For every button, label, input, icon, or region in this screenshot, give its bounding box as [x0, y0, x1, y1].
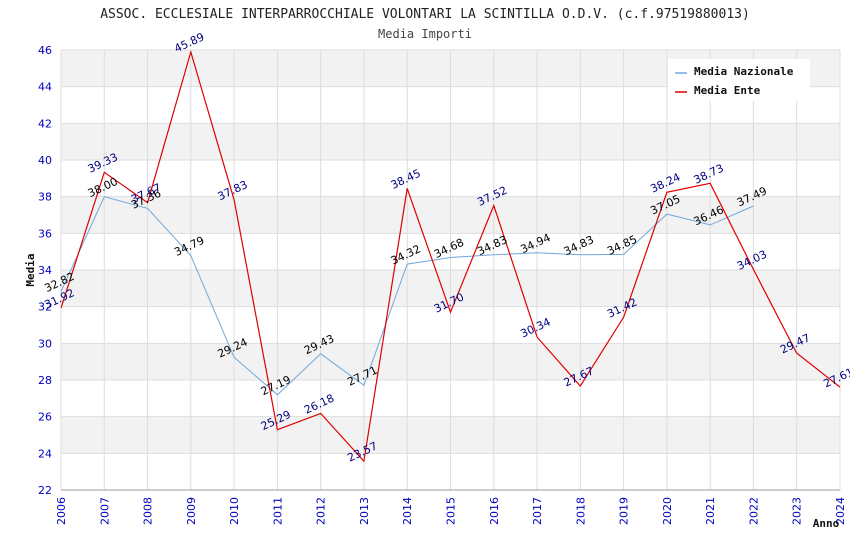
- x-tick-label: 2014: [401, 497, 414, 525]
- y-tick-label: 32: [38, 301, 52, 314]
- series-line-ente: [60, 49, 841, 463]
- x-tick-label: 2012: [315, 497, 328, 525]
- x-tick-label: 2007: [98, 497, 111, 525]
- x-tick-label: 2017: [531, 497, 544, 525]
- x-tick-label: 2018: [574, 497, 587, 525]
- y-axis-label: Media: [24, 253, 37, 286]
- y-tick-label: 34: [38, 264, 52, 277]
- x-tick-label: 2016: [488, 497, 501, 525]
- x-tick-label: 2010: [228, 497, 241, 525]
- legend-label-nazionale: Media Nazionale: [694, 65, 794, 78]
- x-tick-label: 2024: [834, 497, 847, 525]
- x-tick-label: 2011: [271, 497, 284, 525]
- series-line-nazionale: [60, 196, 754, 396]
- x-tick-label: 2015: [445, 497, 458, 525]
- x-axis-ticks: 2006 2007 2008 2009 2010 2011 2012 2013 2014 2015…: [55, 497, 847, 525]
- y-axis-ticks: 22 24 26 28 30 32 34 36 38 40 42 44 46: [38, 44, 52, 497]
- x-tick-label: 2020: [661, 497, 674, 525]
- y-tick-label: 24: [38, 447, 52, 460]
- legend: Media Nazionale Media Ente: [668, 59, 810, 101]
- x-tick-label: 2013: [358, 497, 371, 525]
- legend-box: [668, 59, 810, 101]
- y-tick-label: 22: [38, 484, 52, 497]
- x-tick-label: 2023: [791, 497, 804, 525]
- x-tick-label: 2019: [618, 497, 631, 525]
- x-axis-label: Anno: [813, 517, 840, 530]
- y-tick-label: 30: [38, 337, 52, 350]
- gridlines: [60, 49, 841, 491]
- y-tick-label: 26: [38, 411, 52, 424]
- x-tick-label: 2008: [142, 497, 155, 525]
- y-tick-label: 28: [38, 374, 52, 387]
- y-tick-label: 40: [38, 154, 52, 167]
- x-tick-label: 2006: [55, 497, 68, 525]
- y-tick-label: 46: [38, 44, 52, 57]
- legend-label-ente: Media Ente: [694, 84, 761, 97]
- y-tick-label: 44: [38, 81, 52, 94]
- y-tick-label: 42: [38, 117, 52, 130]
- x-tick-label: 2009: [185, 497, 198, 525]
- series-lines: [60, 49, 841, 463]
- y-tick-label: 38: [38, 191, 52, 204]
- x-tick-label: 2021: [704, 497, 717, 525]
- chart-title: ASSOC. ECCLESIALE INTERPARROCCHIALE VOLO…: [100, 7, 750, 22]
- chart-subtitle: Media Importi: [378, 27, 472, 41]
- x-tick-label: 2022: [747, 497, 760, 525]
- y-tick-label: 36: [38, 227, 52, 240]
